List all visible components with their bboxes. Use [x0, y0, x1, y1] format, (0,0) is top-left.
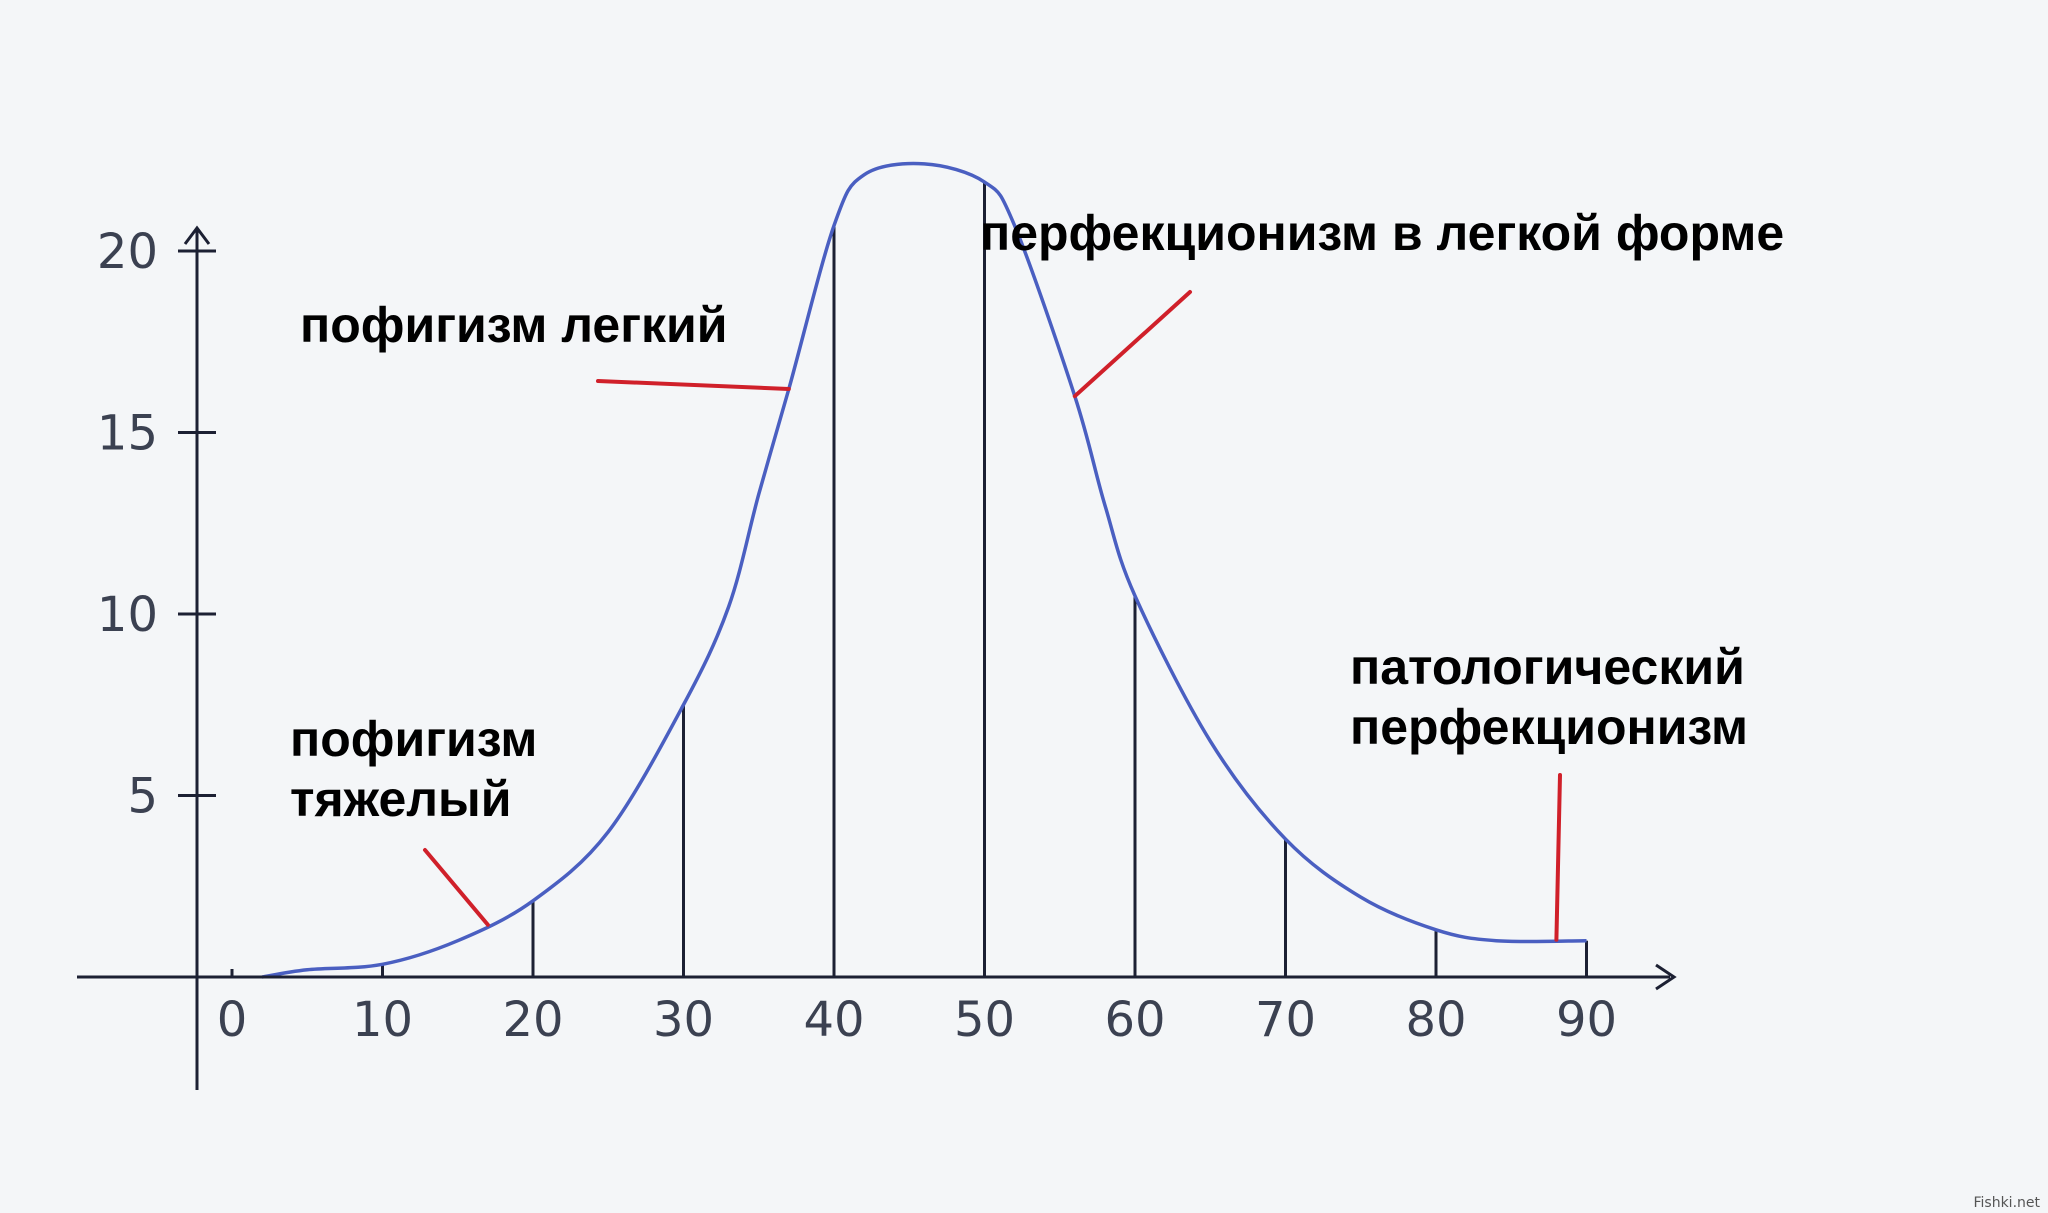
annotation-heavy-line-2: тяжелый [290, 771, 511, 827]
x-tick-label: 60 [1104, 992, 1165, 1048]
x-tick-label: 80 [1405, 992, 1466, 1048]
watermark: Fishki.net [1973, 1195, 2040, 1211]
y-axis-arrow [183, 225, 211, 245]
annotation-mild-perfectionism: перфекционизм в легкой форме [980, 205, 1784, 261]
x-axis-arrow [1655, 963, 1677, 991]
x-tick-label: 30 [653, 992, 714, 1048]
curve-line [261, 161, 1587, 979]
y-tick-label: 15 [97, 406, 158, 462]
annotation-pathological-line-2: перфекционизм [1350, 699, 1748, 755]
x-tick-label: 70 [1255, 992, 1316, 1048]
annotation-pointer-1 [423, 848, 490, 927]
annotation-pointer-3 [1072, 290, 1192, 399]
x-tick-label: 0 [217, 992, 248, 1048]
y-tick-label: 5 [127, 769, 158, 825]
x-tick-label: 20 [502, 992, 563, 1048]
x-tick-label: 90 [1556, 992, 1617, 1048]
annotation-heavy-line-1: пофигизм [290, 711, 537, 767]
annotation-pointer-4 [1554, 773, 1562, 942]
annotation-light: пофигизм легкий [300, 297, 728, 353]
x-tick-label: 40 [803, 992, 864, 1048]
annotation-pointer-2 [596, 379, 791, 391]
y-tick-label: 10 [97, 587, 158, 643]
x-tick-label: 50 [954, 992, 1015, 1048]
y-tick-label: 20 [97, 224, 158, 280]
x-tick-label: 10 [352, 992, 413, 1048]
annotation-pathological-line-1: патологический [1350, 639, 1745, 695]
